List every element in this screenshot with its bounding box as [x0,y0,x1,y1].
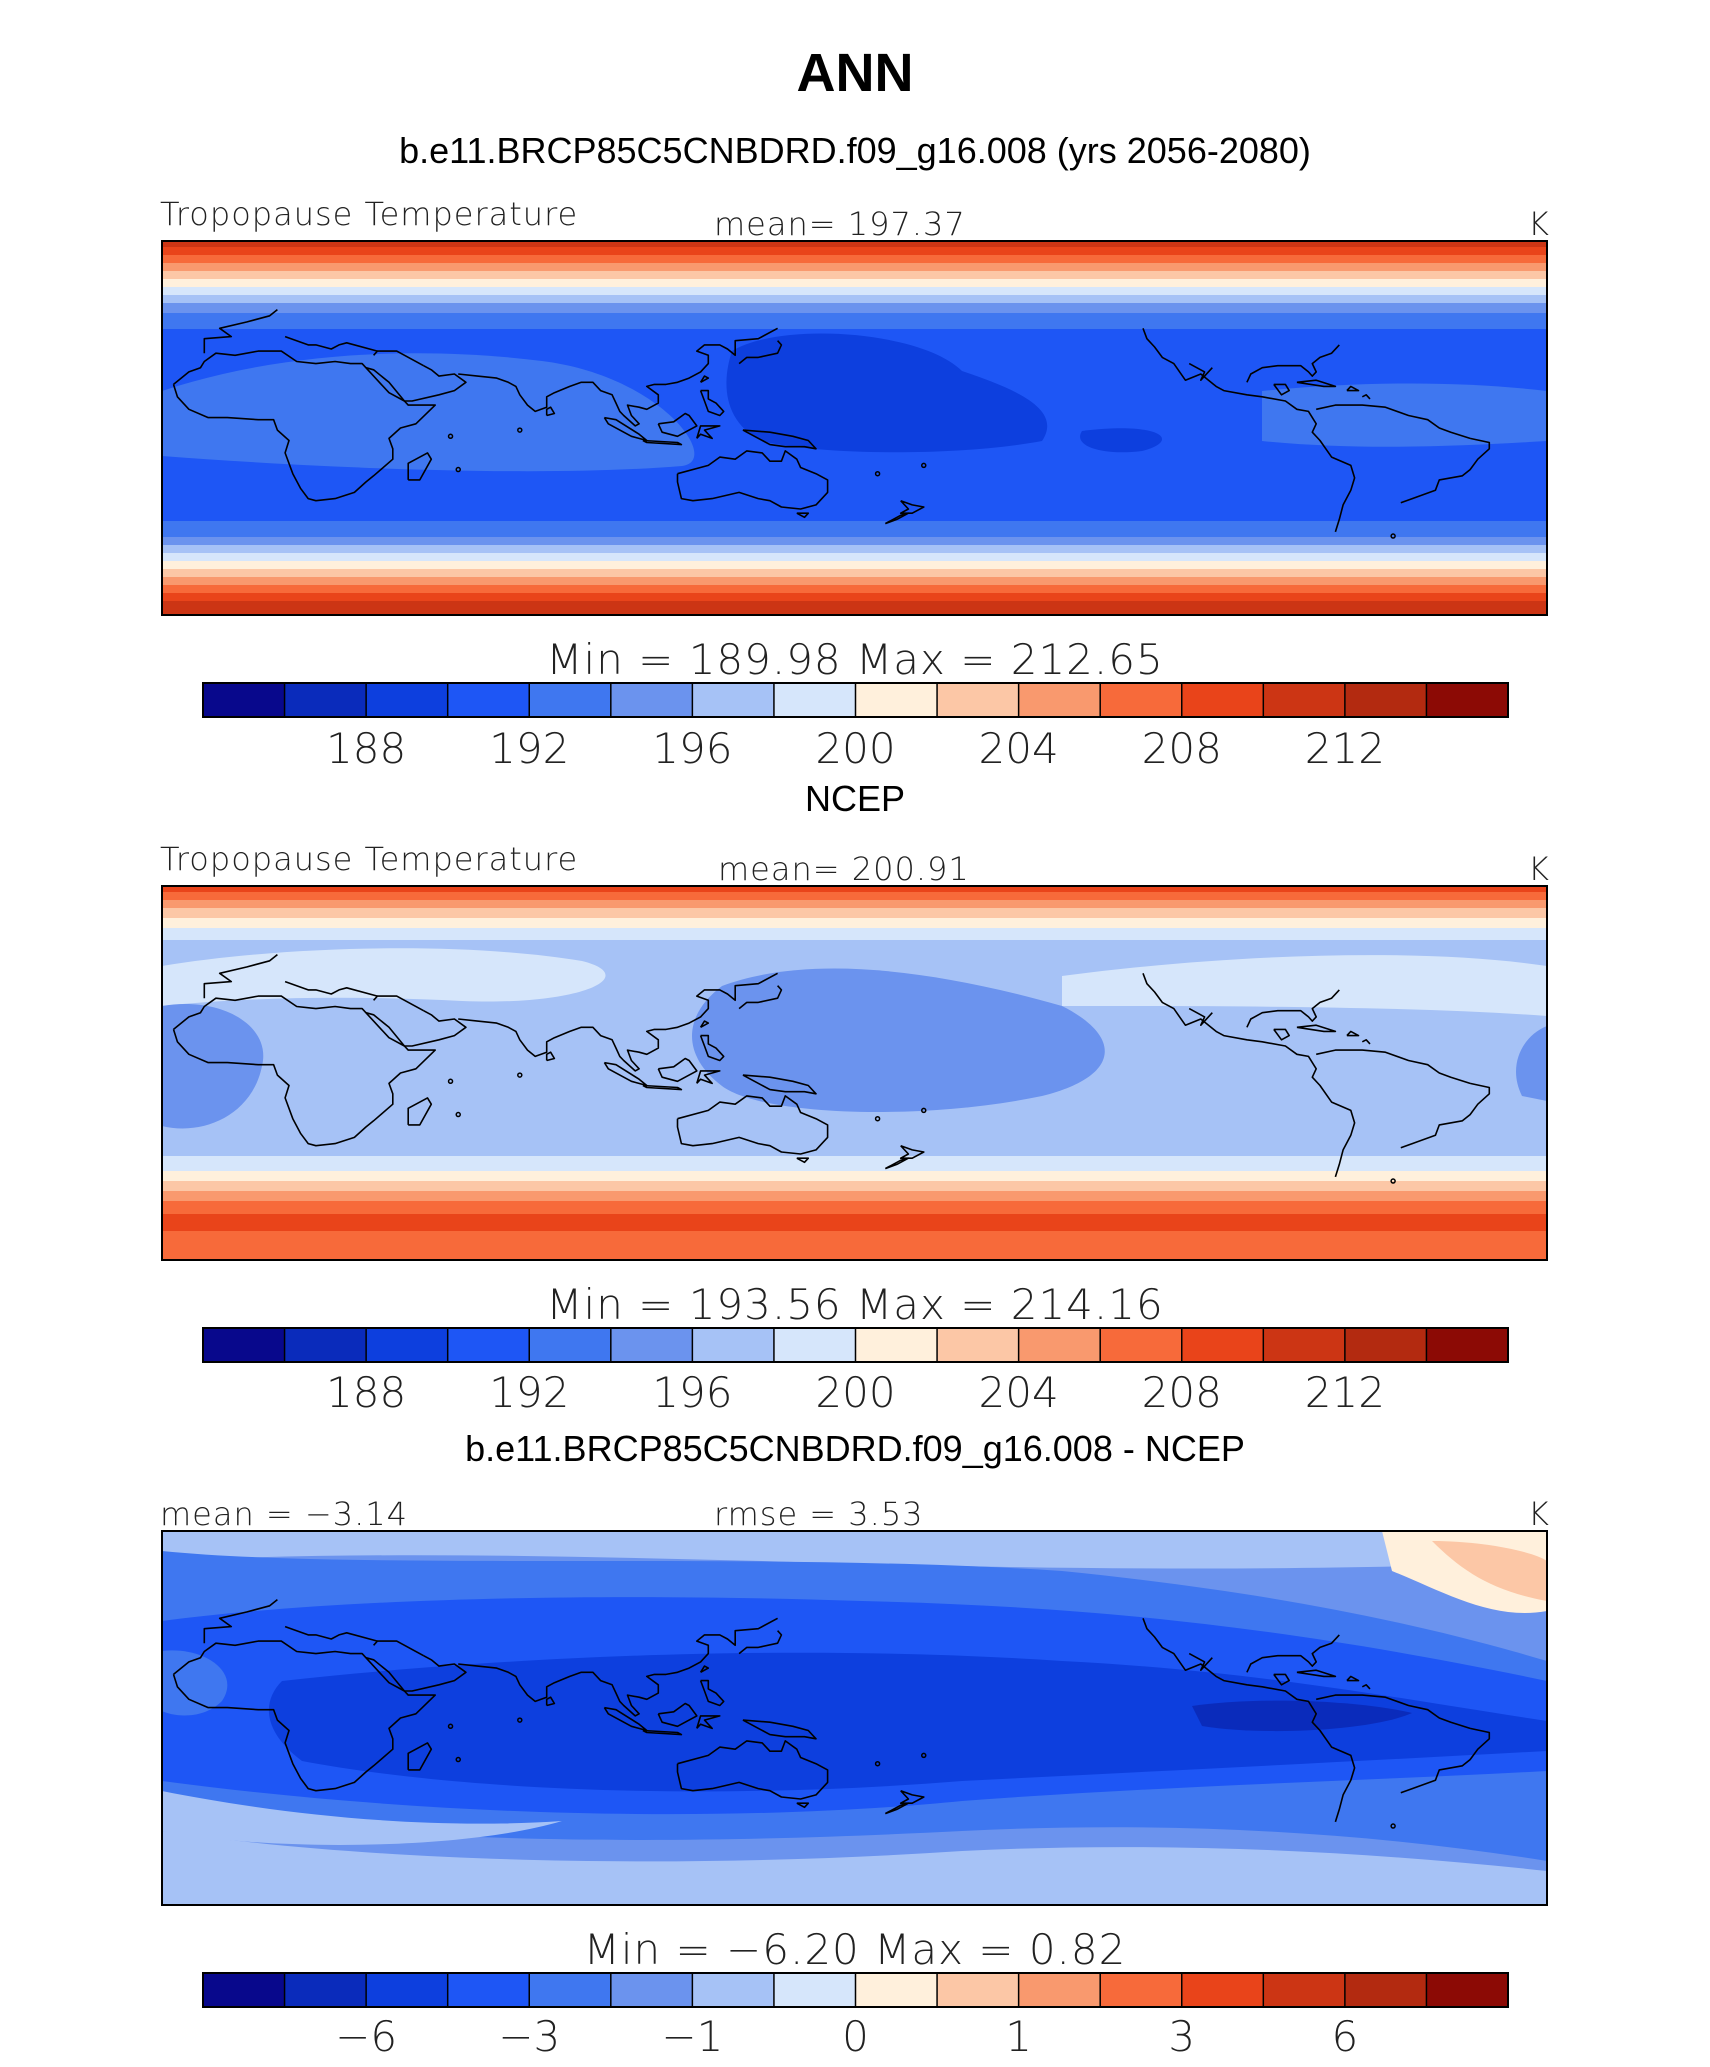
colorbar-tick-label: 1 [1005,2012,1032,2061]
colorbar-swatch [855,1328,938,1362]
colorbar-tick-label: 0 [842,2012,869,2061]
colorbar-swatch [284,1328,367,1362]
panel-2-left-label: Tropopause Temperature [160,840,579,878]
colorbar-swatch [203,683,286,717]
colorbar-tick-label: 208 [1141,724,1222,773]
colorbar-swatch [1181,683,1264,717]
colorbar-swatch [855,1973,938,2007]
colorbar-tick-label: 208 [1141,1368,1222,1417]
figure-title: ANN [796,43,914,103]
colorbar-swatch [529,1973,612,2007]
panel-3-map [161,1530,1548,1906]
colorbar-swatch [937,1328,1020,1362]
colorbar-tick-label: 212 [1304,724,1385,773]
colorbar-swatch [1263,1328,1346,1362]
panel-2-units-label: K [1528,850,1550,888]
colorbar-swatch [366,1328,449,1362]
map-frame [161,1530,1548,1906]
colorbar-tick-label: 196 [652,1368,733,1417]
colorbar-tick-label: 196 [652,724,733,773]
colorbar-swatch [610,1328,693,1362]
panel-3-minmax: Min = −6.20 Max = 0.82 [583,1925,1127,1974]
colorbar-swatch [610,683,693,717]
colorbar-swatch [447,683,530,717]
colorbar-swatch [1426,1328,1509,1362]
colorbar-swatch [1100,683,1183,717]
panel-1-left-label: Tropopause Temperature [160,195,579,233]
colorbar-swatch [203,1973,286,2007]
panel-3-rmse-label: rmse = 3.53 [714,1495,924,1533]
colorbar-swatch [855,683,938,717]
colorbar-tick-label: 188 [326,1368,407,1417]
colorbar-swatch [366,1973,449,2007]
panel-3-title: b.e11.BRCP85C5CNBDRD.f09_g16.008 - NCEP [465,1428,1245,1469]
colorbar-tick-label: 192 [489,724,570,773]
coastlines [172,953,1491,1178]
colorbar-swatch [1263,1973,1346,2007]
colorbar-swatch [1181,1328,1264,1362]
colorbar-tick-label: 212 [1304,1368,1385,1417]
panel-1-mean-label: mean= 197.37 [714,205,966,243]
panel-2-mean-label: mean= 200.91 [718,850,970,888]
colorbar-swatch [529,683,612,717]
colorbar-tick-label: 200 [815,1368,896,1417]
colorbar-swatch [610,1973,693,2007]
panel-1-colorbar [202,682,1509,718]
colorbar-swatch [1344,1328,1427,1362]
colorbar-swatch [1100,1328,1183,1362]
panel-3-units-label: K [1528,1495,1550,1533]
coastlines [172,308,1491,533]
panel-2-minmax: Min = 193.56 Max = 214.16 [546,1280,1164,1329]
colorbar-swatch [1181,1973,1264,2007]
panel-2-title: NCEP [804,778,906,819]
colorbar-swatch [1018,1328,1101,1362]
colorbar-swatch [447,1973,530,2007]
colorbar-tick-label: −3 [498,2012,561,2061]
colorbar-swatch [1018,1973,1101,2007]
colorbar-swatch [1100,1973,1183,2007]
panel-1-units-label: K [1528,205,1550,243]
colorbar-tick-label: 192 [489,1368,570,1417]
colorbar-swatch [529,1328,612,1362]
colorbar-swatch [1426,1973,1509,2007]
panel-3-colorbar [202,1972,1509,2008]
colorbar-swatch [203,1328,286,1362]
colorbar-swatch [284,1973,367,2007]
colorbar-swatch [773,1328,856,1362]
coastlines [172,1598,1491,1823]
colorbar-tick-label: −1 [661,2012,724,2061]
colorbar-swatch [1018,683,1101,717]
colorbar-tick-label: 188 [326,724,407,773]
colorbar-swatch [773,683,856,717]
colorbar-swatch [692,1973,775,2007]
colorbar-swatch [692,1328,775,1362]
colorbar-swatch [284,683,367,717]
colorbar-swatch [366,683,449,717]
colorbar-tick-label: 6 [1331,2012,1359,2061]
colorbar-swatch [1344,683,1427,717]
panel-3-mean-label: mean = −3.14 [160,1495,408,1533]
colorbar-tick-label: 200 [815,724,896,773]
colorbar-swatch [447,1328,530,1362]
map-frame [161,240,1548,616]
colorbar-swatch [937,683,1020,717]
colorbar-tick-label: 3 [1168,2012,1196,2061]
map-frame [161,885,1548,1261]
panel-1-title: b.e11.BRCP85C5CNBDRD.f09_g16.008 (yrs 20… [399,130,1311,171]
colorbar-tick-label: 204 [978,724,1059,773]
colorbar-swatch [692,683,775,717]
colorbar-swatch [937,1973,1020,2007]
colorbar-swatch [1344,1973,1427,2007]
colorbar-tick-label: 204 [978,1368,1059,1417]
colorbar-tick-label: −6 [335,2012,398,2061]
panel-2-map [161,885,1548,1261]
panel-1-minmax: Min = 189.98 Max = 212.65 [546,635,1164,684]
colorbar-swatch [773,1973,856,2007]
colorbar-swatch [1263,683,1346,717]
panel-1-map [161,240,1548,616]
colorbar-swatch [1426,683,1509,717]
panel-2-colorbar [202,1327,1509,1363]
